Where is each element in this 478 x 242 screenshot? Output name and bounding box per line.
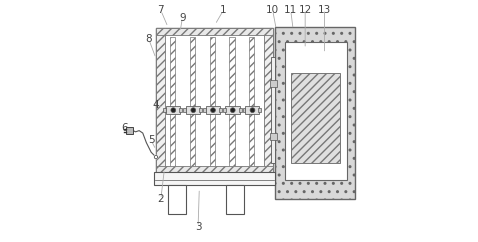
Bar	[272, 57, 275, 163]
Circle shape	[154, 155, 158, 159]
Bar	[203, 108, 206, 112]
Circle shape	[231, 108, 234, 112]
Bar	[274, 27, 355, 199]
Bar	[291, 73, 340, 163]
Text: 5: 5	[148, 135, 154, 145]
Bar	[163, 108, 166, 112]
Text: 4: 4	[152, 100, 159, 110]
Bar	[226, 185, 244, 214]
Bar	[190, 37, 195, 166]
Bar	[186, 106, 200, 114]
Bar	[168, 185, 186, 214]
Bar	[225, 106, 240, 114]
Text: 3: 3	[195, 222, 201, 232]
Bar	[219, 108, 222, 112]
Circle shape	[211, 108, 215, 112]
Bar	[263, 28, 272, 172]
Text: 7: 7	[157, 5, 164, 15]
Bar	[223, 108, 226, 112]
Text: 13: 13	[318, 5, 331, 15]
Bar	[239, 108, 242, 112]
Circle shape	[172, 108, 175, 112]
Bar	[270, 80, 277, 87]
Bar	[243, 108, 246, 112]
Circle shape	[251, 108, 254, 112]
Bar	[245, 106, 260, 114]
Text: 1: 1	[220, 5, 227, 15]
Bar	[249, 37, 254, 166]
Text: 2: 2	[157, 194, 164, 204]
Bar	[229, 37, 235, 166]
Circle shape	[192, 108, 195, 112]
Bar	[156, 28, 272, 35]
Bar	[199, 108, 202, 112]
Text: 6: 6	[121, 123, 128, 133]
Bar	[210, 37, 215, 166]
Bar	[156, 166, 272, 172]
Bar	[166, 106, 180, 114]
Bar	[206, 106, 220, 114]
Bar	[170, 37, 175, 166]
Bar	[156, 28, 165, 172]
Text: 10: 10	[266, 5, 279, 15]
Bar	[270, 133, 277, 140]
Text: 8: 8	[145, 34, 152, 44]
Bar	[126, 128, 133, 134]
Bar	[285, 42, 347, 180]
Bar	[156, 28, 272, 172]
Text: 12: 12	[299, 5, 312, 15]
Bar	[153, 172, 275, 185]
Bar	[184, 108, 186, 112]
Bar	[259, 108, 261, 112]
Text: 9: 9	[179, 13, 186, 23]
Text: 11: 11	[284, 5, 297, 15]
Bar	[179, 108, 182, 112]
